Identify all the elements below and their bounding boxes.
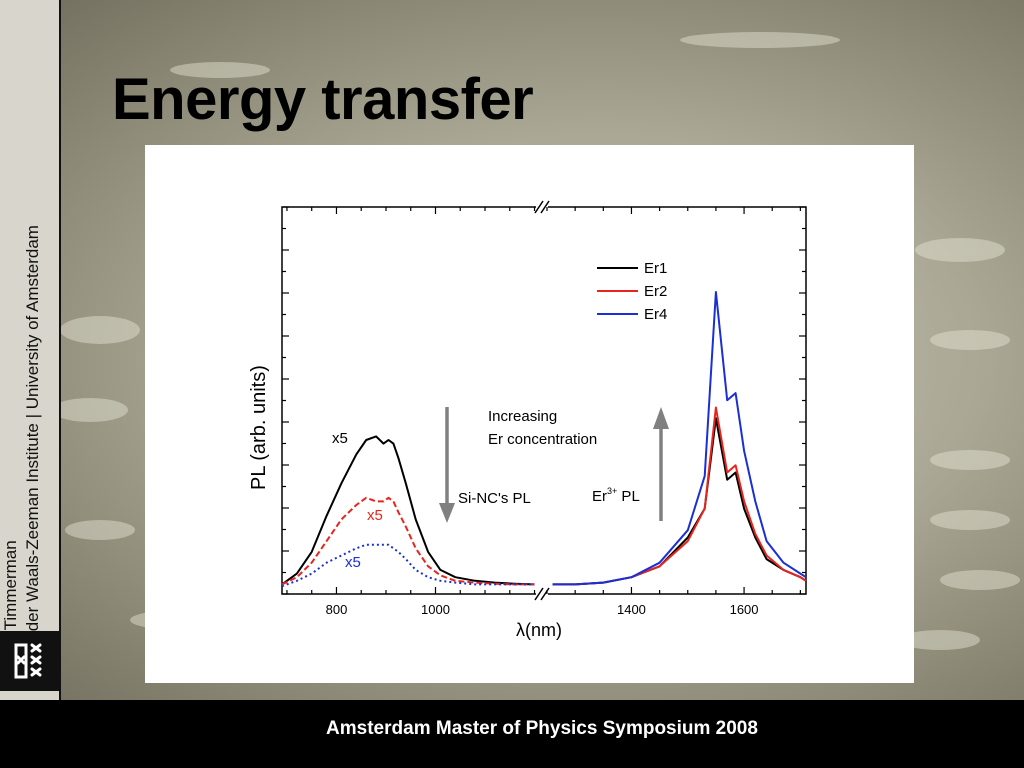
y-axis-label: PL (arb. units) xyxy=(248,365,270,490)
annot-x5-blue: x5 xyxy=(345,554,361,571)
annot-er-pl: Er3+ PL xyxy=(592,486,640,505)
series-er2-line xyxy=(281,496,535,586)
break-mask xyxy=(536,203,548,211)
x-tick-label: 800 xyxy=(326,602,348,617)
annot-si-nc: Si-NC's PL xyxy=(458,490,531,507)
annot-er-concentration: Er concentration xyxy=(488,431,597,448)
annot-increasing: Increasing xyxy=(488,408,557,425)
series-er1-line xyxy=(281,435,535,586)
axis-tick-labels: 800 1000 1400 1600 xyxy=(326,602,759,617)
x-axis-label: λ(nm) xyxy=(516,620,562,640)
break-slash xyxy=(540,587,550,601)
x-tick-label: 1600 xyxy=(730,602,759,617)
side-credit: Dolf Timmerman Van der Waals-Zeeman Inst… xyxy=(0,35,60,665)
chart-figure: 800 1000 1400 1600 PL (arb. units) λ(nm) x5… xyxy=(145,145,914,683)
legend-label-er2: Er2 xyxy=(644,283,667,300)
axis-ticks xyxy=(282,206,806,595)
pl-chart: 800 1000 1400 1600 PL (arb. units) λ(nm) x5… xyxy=(248,200,807,640)
institute-name: Van der Waals-Zeeman Institute | Univers… xyxy=(23,225,42,665)
chart-legend: Er1 Er2 Er4 xyxy=(597,260,667,323)
axis-break xyxy=(534,200,550,601)
x-tick-label: 1400 xyxy=(617,602,646,617)
arrow-down xyxy=(439,407,455,523)
side-divider xyxy=(59,0,61,700)
break-slash xyxy=(540,200,550,214)
legend-label-er1: Er1 xyxy=(644,260,667,277)
break-slash xyxy=(534,200,544,214)
annot-er-tail: PL xyxy=(617,488,640,505)
slide-title: Energy transfer xyxy=(112,67,534,132)
x-tick-label: 1000 xyxy=(421,602,450,617)
legend-label-er4: Er4 xyxy=(644,306,667,323)
arrow-up xyxy=(653,407,669,521)
xxx-logo-icon xyxy=(14,643,42,679)
break-mask xyxy=(536,590,548,598)
series-er4-line xyxy=(281,543,535,588)
series-group xyxy=(281,291,807,588)
series-er4-line xyxy=(552,291,807,586)
annot-er-sup: 3+ xyxy=(607,486,617,496)
annot-er-base: Er xyxy=(592,488,607,505)
annot-x5-red: x5 xyxy=(367,507,383,524)
annot-x5-black: x5 xyxy=(332,430,348,447)
side-bar xyxy=(0,0,60,700)
background-streaks xyxy=(60,32,1020,650)
footer-bar: Amsterdam Master of Physics Symposium 20… xyxy=(0,700,1024,768)
author-name: Dolf Timmerman xyxy=(1,540,20,665)
university-logo xyxy=(0,631,60,691)
footer-text: Amsterdam Master of Physics Symposium 20… xyxy=(326,718,758,739)
break-slash xyxy=(534,587,544,601)
